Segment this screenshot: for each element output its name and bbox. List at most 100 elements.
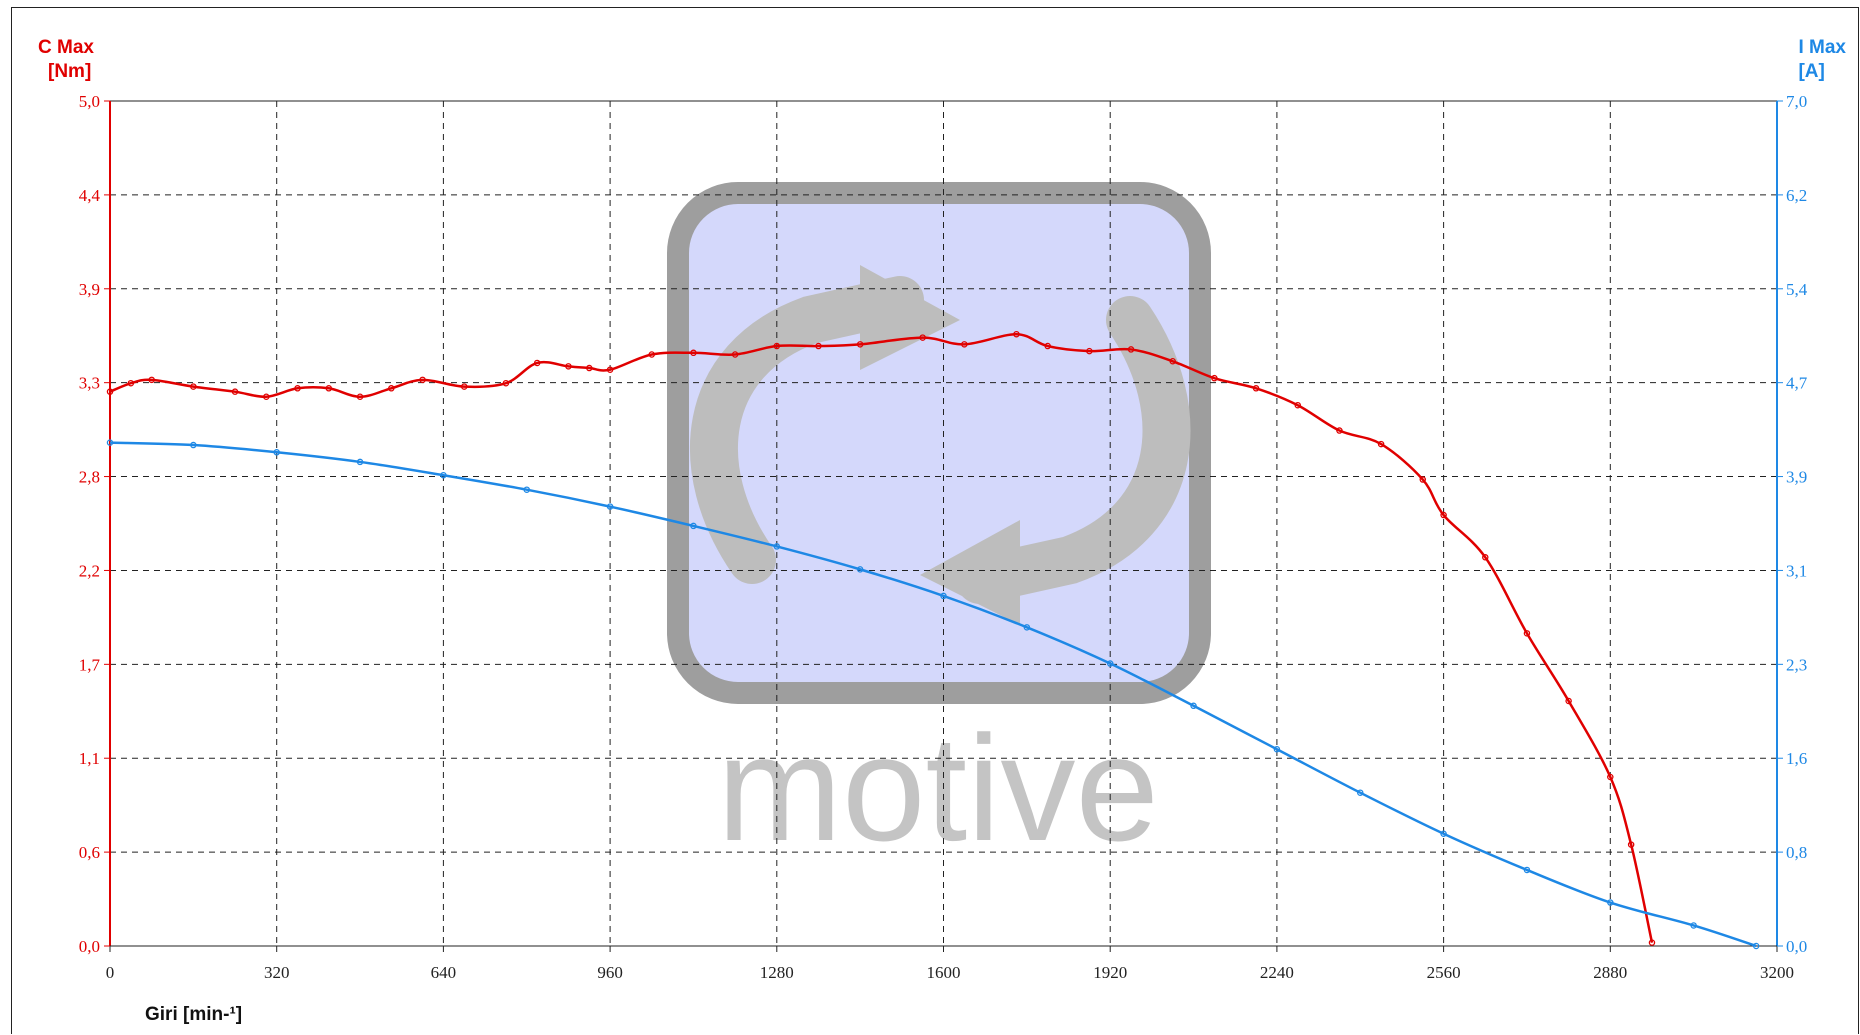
data-point-torque bbox=[1648, 939, 1656, 946]
data-point-torque bbox=[190, 383, 197, 390]
x-tick-label: 3200 bbox=[1760, 963, 1794, 982]
data-point-torque bbox=[419, 376, 426, 384]
data-point-torque bbox=[1127, 346, 1135, 353]
data-point-torque bbox=[961, 341, 968, 348]
data-point-torque bbox=[690, 349, 697, 357]
y-right-tick-label: 5,4 bbox=[1786, 280, 1808, 299]
data-point-torque bbox=[1252, 385, 1260, 392]
data-point-torque bbox=[586, 364, 593, 372]
data-point-torque bbox=[1565, 697, 1572, 705]
data-point-torque bbox=[1523, 630, 1531, 637]
data-point-current bbox=[1273, 745, 1281, 753]
series-line-current bbox=[109, 441, 1757, 948]
y-right-tick-label: 7,0 bbox=[1786, 92, 1807, 111]
x-axis-title: Giri [min-¹] bbox=[145, 1004, 243, 1025]
data-point-current bbox=[190, 441, 197, 449]
data-point-torque bbox=[1482, 554, 1489, 561]
y-axis-left-title-line1: C Max bbox=[38, 37, 94, 58]
data-point-current bbox=[106, 439, 114, 446]
watermark-text: motive bbox=[717, 704, 1159, 872]
data-point-current bbox=[940, 592, 947, 600]
data-point-torque bbox=[1044, 342, 1051, 350]
data-point-torque bbox=[648, 351, 656, 358]
data-point-torque bbox=[460, 383, 468, 390]
data-point-torque bbox=[148, 376, 155, 384]
data-point-torque bbox=[325, 385, 333, 392]
y-left-tick-label: 1,1 bbox=[79, 749, 100, 768]
y-right-tick-label: 1,6 bbox=[1786, 749, 1807, 768]
y-left-tick-label: 5,0 bbox=[79, 92, 100, 111]
x-tick-label: 320 bbox=[264, 963, 290, 982]
axes: 0 320 640 960 1280 1600 1920 2240 2560 2880 3200 0,… bbox=[79, 92, 1808, 982]
y-left-tick-label: 0,0 bbox=[79, 937, 100, 956]
data-point-current bbox=[1690, 922, 1697, 929]
data-point-torque bbox=[356, 393, 364, 400]
x-tick-label: 2240 bbox=[1260, 963, 1294, 982]
x-tick-label: 2560 bbox=[1427, 963, 1461, 982]
data-point-torque bbox=[731, 351, 739, 358]
data-point-torque bbox=[1211, 374, 1218, 382]
data-point-current bbox=[356, 458, 364, 466]
data-point-torque bbox=[1419, 476, 1427, 483]
data-point-torque bbox=[502, 379, 510, 387]
x-tick-label: 1920 bbox=[1093, 963, 1127, 982]
y-right-tick-label: 6,2 bbox=[1786, 186, 1807, 205]
data-point-torque bbox=[294, 385, 301, 392]
data-point-current bbox=[1023, 624, 1031, 631]
chart-frame bbox=[11, 7, 1859, 1034]
y-left-tick-label: 0,6 bbox=[79, 843, 100, 862]
x-tick-label: 1600 bbox=[927, 963, 961, 982]
data-point-current bbox=[856, 566, 864, 573]
data-point-current bbox=[1440, 830, 1447, 837]
data-point-torque bbox=[1086, 347, 1093, 355]
data-point-torque bbox=[388, 385, 395, 392]
data-point-torque bbox=[231, 388, 239, 395]
data-point-torque bbox=[773, 342, 781, 350]
x-tick-label: 640 bbox=[431, 963, 457, 982]
y-axis-right-title-line2: [A] bbox=[1798, 61, 1825, 82]
data-point-torque bbox=[1169, 358, 1176, 365]
data-point-current bbox=[690, 522, 697, 530]
data-point-current bbox=[273, 449, 280, 456]
y-right-tick-label: 3,1 bbox=[1786, 561, 1807, 580]
y-axis-left-title-line2: [Nm] bbox=[48, 61, 92, 82]
data-point-current bbox=[773, 543, 781, 550]
y-axis-right-title-line1: I Max bbox=[1798, 37, 1846, 58]
data-point-torque bbox=[263, 393, 270, 400]
y-right-tick-label: 0,0 bbox=[1786, 937, 1807, 956]
y-left-tick-label: 3,3 bbox=[79, 374, 100, 393]
data-point-torque bbox=[1607, 773, 1614, 781]
x-tick-label: 0 bbox=[106, 963, 115, 982]
x-tick-label: 960 bbox=[597, 963, 623, 982]
y-axis-left-title: C Max [Nm] bbox=[38, 36, 94, 84]
y-axis-right-title: I Max [A] bbox=[1798, 36, 1846, 84]
data-point-torque bbox=[1377, 440, 1385, 448]
data-point-torque bbox=[1627, 841, 1635, 848]
y-left-tick-label: 1,7 bbox=[79, 655, 101, 674]
data-point-torque bbox=[1013, 330, 1020, 338]
data-point-torque bbox=[919, 334, 926, 341]
y-right-tick-label: 4,7 bbox=[1786, 374, 1808, 393]
y-right-tick-label: 0,8 bbox=[1786, 843, 1807, 862]
y-left-tick-label: 4,4 bbox=[79, 186, 101, 205]
data-point-current bbox=[1106, 660, 1114, 667]
motive-logo-watermark: motive bbox=[667, 182, 1211, 872]
data-point-current bbox=[523, 486, 531, 493]
x-tick-label: 1280 bbox=[760, 963, 794, 982]
data-point-current bbox=[1190, 702, 1197, 710]
data-point-current bbox=[606, 503, 614, 510]
data-point-current bbox=[1607, 899, 1614, 906]
data-point-current bbox=[1523, 866, 1531, 874]
data-point-torque bbox=[1336, 427, 1343, 434]
data-point-torque bbox=[815, 342, 822, 350]
data-point-torque bbox=[565, 363, 572, 370]
data-point-torque bbox=[1440, 511, 1447, 519]
data-point-torque bbox=[106, 388, 114, 395]
data-point-current bbox=[1357, 789, 1364, 796]
y-right-tick-label: 2,3 bbox=[1786, 655, 1807, 674]
data-point-torque bbox=[1294, 401, 1301, 409]
y-left-tick-label: 2,8 bbox=[79, 468, 100, 487]
data-point-current bbox=[1752, 942, 1760, 950]
series-layer bbox=[106, 330, 1760, 950]
